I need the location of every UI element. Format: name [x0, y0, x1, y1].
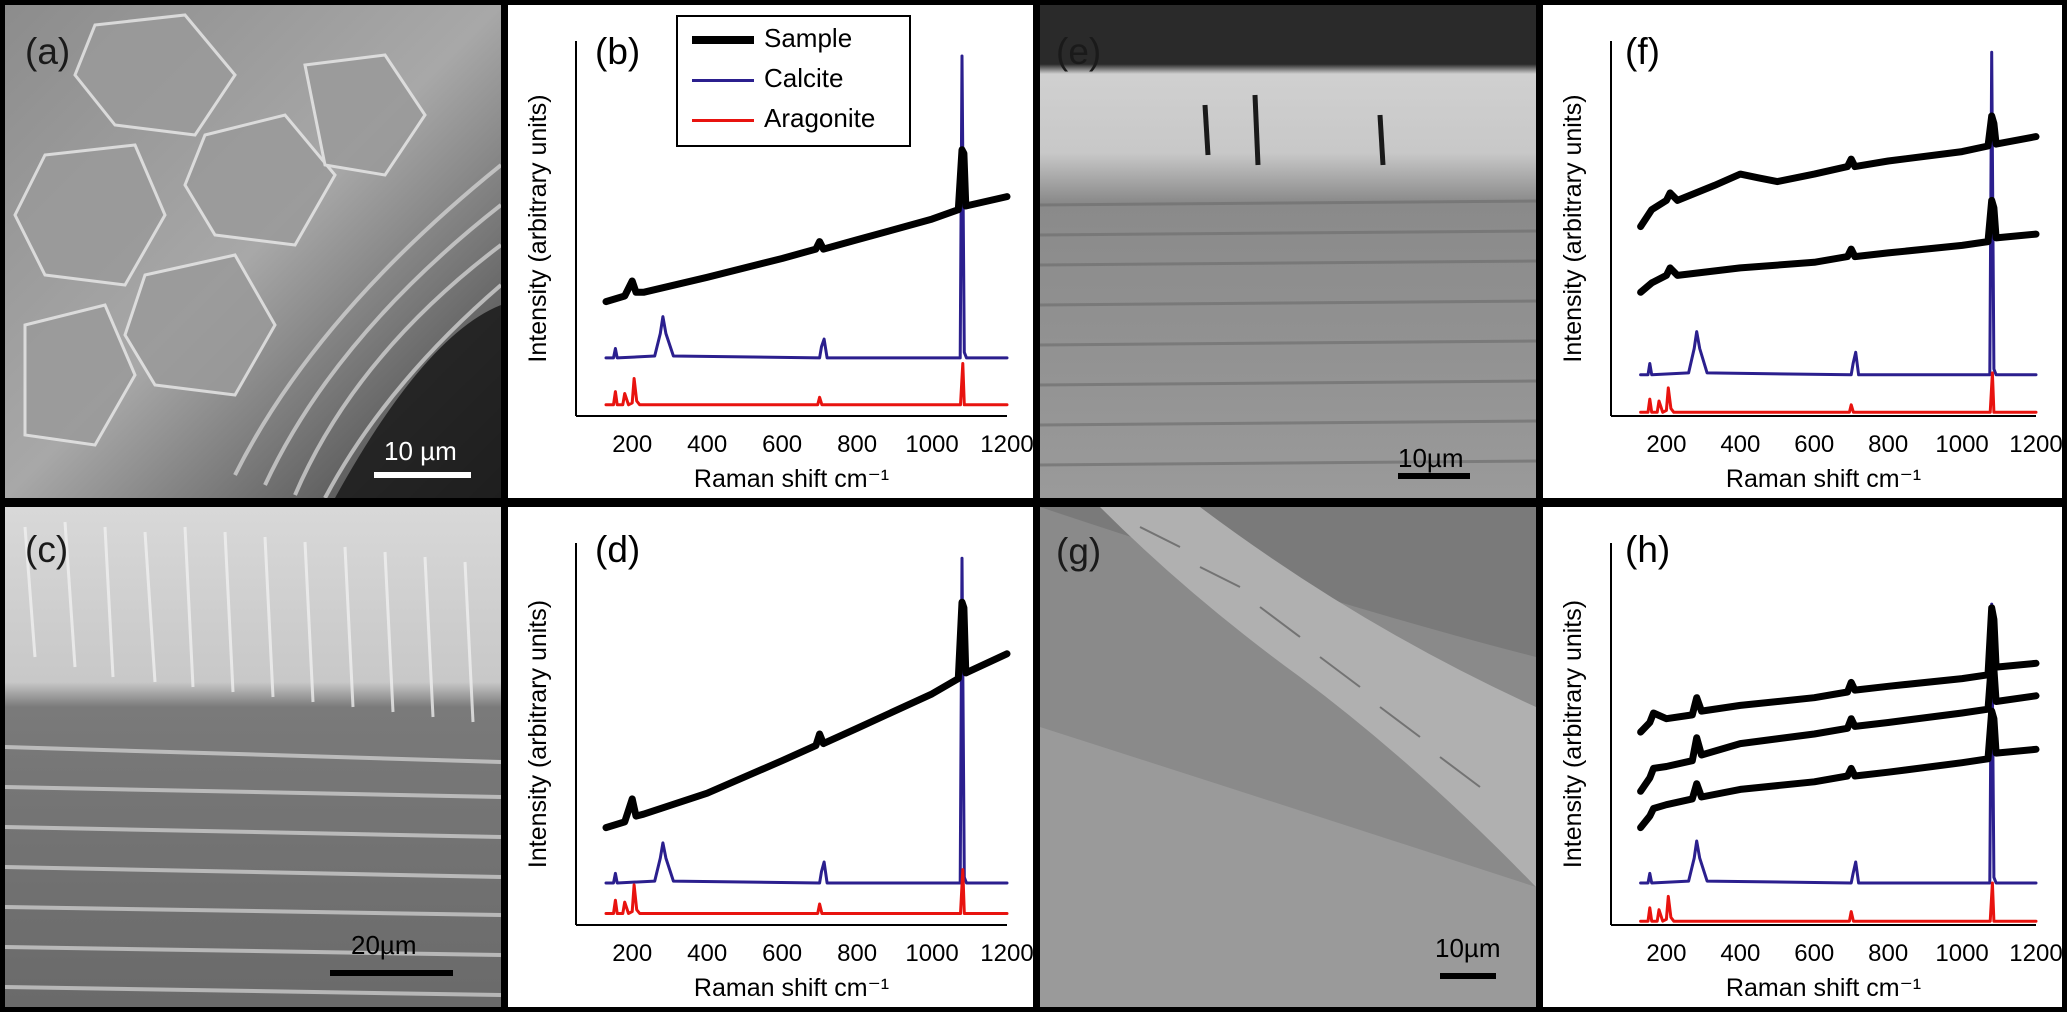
x-tick-label: 600: [762, 431, 802, 458]
legend-label-aragonite: Aragonite: [764, 103, 876, 133]
series-line-sample-2: [1637, 656, 2040, 795]
panel-label-g: (g): [1056, 531, 1102, 572]
panel-label-h: (h): [1625, 529, 1671, 570]
x-tick-label: 600: [1794, 431, 1834, 458]
x-tick-label: 1000: [905, 431, 958, 458]
x-axis-title: Raman shift cm⁻¹: [1726, 974, 1921, 1002]
series-line-sample-3: [1637, 707, 2040, 832]
legend-swatch-sample: [692, 36, 754, 44]
series-line-sample: [602, 146, 1011, 306]
x-tick-label: 1000: [1935, 940, 1988, 967]
x-tick-label: 800: [1868, 431, 1908, 458]
sem-texture-a: [5, 5, 501, 498]
panel-label-f: (f): [1625, 31, 1660, 72]
scale-bar-g: [1440, 973, 1496, 979]
x-tick-label: 400: [687, 940, 727, 967]
x-axis-title: Raman shift cm⁻¹: [1726, 465, 1921, 493]
series-line-sample: [602, 598, 1011, 832]
panel-label-e: (e): [1056, 31, 1102, 72]
scale-bar-a: [374, 472, 471, 478]
y-axis-title: Intensity (arbitrary units): [1559, 94, 1587, 362]
legend-swatch-aragonite: [692, 119, 754, 122]
x-tick-label: 600: [762, 940, 802, 967]
x-tick-label: 1200: [980, 431, 1033, 458]
x-tick-label: 400: [687, 431, 727, 458]
series-line-sample-1: [1637, 112, 2040, 231]
x-tick-label: 1200: [2009, 940, 2062, 967]
raman-chart-f: 200 400 600 800 1000 1200 Raman shift cm⁻¹ Inte…: [1543, 5, 2062, 498]
y-axis-title: Intensity (arbitrary units): [1559, 600, 1587, 868]
chart-legend: Sample Calcite Aragonite: [676, 15, 911, 147]
series-line-aragonite: [604, 362, 1009, 407]
x-tick-label: 800: [1868, 940, 1908, 967]
scale-text-a: 10 µm: [384, 436, 457, 466]
x-tick-label: 1000: [1935, 431, 1988, 458]
sem-image-c: (c) 20µm: [5, 507, 501, 1007]
legend-label-sample: Sample: [764, 23, 853, 53]
x-tick-label: 1200: [2009, 431, 2062, 458]
x-tick-label: 800: [837, 940, 877, 967]
x-tick-label: 400: [1720, 431, 1760, 458]
scale-text-g: 10µm: [1435, 933, 1501, 963]
y-axis-title: Intensity (arbitrary units): [524, 94, 552, 362]
series-line-sample-2: [1637, 196, 2040, 296]
panel-label-c: (c): [25, 529, 69, 570]
sem-image-e: (e) 10µm: [1040, 5, 1536, 498]
sem-texture-e: [1040, 5, 1536, 498]
x-axis-title: Raman shift cm⁻¹: [694, 974, 889, 1002]
raman-chart-b: 200 400 600 800 1000 1200 Raman shift cm⁻¹ Inte…: [508, 5, 1033, 498]
legend-swatch-calcite: [692, 79, 754, 82]
raman-chart-h: 200 400 600 800 1000 1200 Raman shift cm⁻¹ Inte…: [1543, 507, 2062, 1007]
series-line-aragonite: [1639, 881, 2038, 923]
scale-text-e: 10µm: [1398, 443, 1464, 473]
x-tick-label: 400: [1720, 940, 1760, 967]
legend-item-sample: Sample: [678, 21, 909, 59]
panel-label-a: (a): [25, 31, 71, 72]
series-line-sample-1: [1637, 604, 2040, 736]
scale-bar-e: [1398, 473, 1470, 479]
x-tick-label: 600: [1794, 940, 1834, 967]
series-line-aragonite: [1639, 371, 2038, 414]
sem-texture-g: [1040, 507, 1536, 1007]
sem-image-a: (a) 10 µm: [5, 5, 501, 498]
x-tick-label: 1200: [980, 940, 1033, 967]
x-tick-label: 200: [612, 940, 652, 967]
raman-chart-d: 200 400 600 800 1000 1200 Raman shift cm⁻¹ Inte…: [508, 507, 1033, 1007]
series-line-aragonite: [604, 868, 1009, 915]
panel-label-d: (d): [595, 529, 641, 570]
panel-label-b: (b): [595, 31, 641, 72]
x-tick-label: 200: [1646, 431, 1686, 458]
x-tick-label: 1000: [905, 940, 958, 967]
scale-bar-c: [330, 970, 453, 976]
x-tick-label: 200: [612, 431, 652, 458]
legend-label-calcite: Calcite: [764, 63, 844, 93]
legend-item-calcite: Calcite: [678, 61, 909, 99]
series-line-calcite: [1639, 50, 2038, 377]
scale-text-c: 20µm: [351, 930, 417, 960]
sem-image-g: (g) 10µm: [1040, 507, 1536, 1007]
x-axis-title: Raman shift cm⁻¹: [694, 465, 889, 493]
series-line-calcite: [604, 556, 1009, 885]
legend-item-aragonite: Aragonite: [678, 101, 909, 139]
x-tick-label: 200: [1646, 940, 1686, 967]
series-line-calcite: [604, 54, 1009, 360]
sem-texture-c: [5, 507, 501, 1007]
x-tick-label: 800: [837, 431, 877, 458]
y-axis-title: Intensity (arbitrary units): [524, 600, 552, 868]
